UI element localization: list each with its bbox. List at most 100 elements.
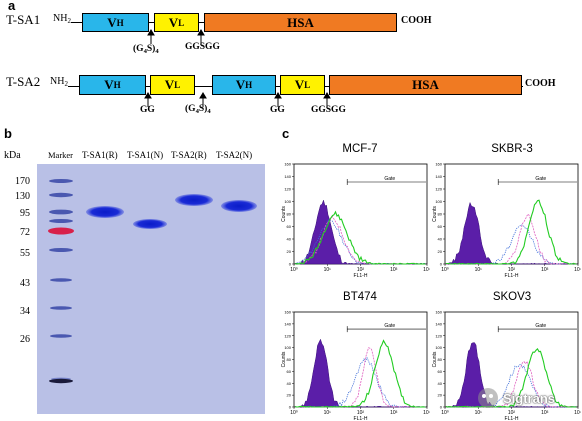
green-histogram	[445, 199, 577, 265]
y-tick-label: 40	[287, 237, 292, 242]
gate-label: Gate	[535, 323, 546, 329]
panel-a-letter: a	[8, 0, 16, 13]
control-histogram	[295, 338, 426, 408]
facs-histogram-bt474: Counts 0 20 40 60 80 100 120 140 160 10⁰ 10¹ 10² 10³ 1…	[281, 310, 430, 421]
c-terminus-t-sa1: COOH	[401, 15, 432, 26]
x-tick-label: 10¹	[324, 267, 332, 273]
y-tick-label: 100	[284, 199, 291, 204]
x-tick-label: 10⁴	[423, 410, 430, 416]
linker-arrows-t-sa1	[147, 29, 205, 44]
hsa-domain-t-sa2: HSA	[329, 75, 522, 95]
x-tick-label: 10²	[357, 267, 365, 273]
kda-unit-label: kDa	[4, 150, 21, 161]
lane-label-marker: Marker	[48, 150, 74, 160]
y-tick-label: 140	[284, 321, 291, 326]
linker-label-gg2-t-sa2: GG	[270, 105, 285, 115]
facs-title-bt474: BT474	[343, 291, 377, 303]
x-axis-label: FL1-H	[354, 416, 368, 421]
x-tick-label: 10³	[541, 410, 549, 416]
y-axis-label: Counts	[432, 351, 438, 367]
y-tick-label: 160	[284, 162, 291, 167]
x-tick-label: 10⁴	[574, 267, 581, 273]
linker-arrows-t-sa2	[144, 92, 331, 107]
x-tick-label: 10⁰	[290, 410, 298, 416]
x-tick-label: 10⁰	[290, 267, 298, 273]
gate-label: Gate	[384, 323, 395, 329]
y-tick-label: 20	[287, 249, 292, 254]
y-tick-label: 60	[287, 369, 292, 374]
n-terminus-t-sa1: NH2	[53, 13, 71, 25]
lane-label-t-sa2-n: T-SA2(N)	[216, 150, 253, 160]
y-tick-label: 0	[289, 262, 292, 267]
x-tick-label: 10³	[390, 410, 398, 416]
y-tick-label: 0	[289, 405, 292, 410]
band-t-sa1-n	[133, 219, 167, 229]
x-tick-label: 10³	[390, 267, 398, 273]
green-histogram	[294, 339, 426, 408]
y-tick-label: 120	[284, 187, 291, 192]
x-tick-label: 10⁰	[441, 410, 449, 416]
lane-label-t-sa1-r: T-SA1(R)	[82, 150, 118, 160]
gate-label: Gate	[535, 176, 546, 182]
green-histogram	[294, 210, 426, 265]
y-tick-label: 120	[435, 333, 442, 338]
y-tick-label: 80	[287, 357, 292, 362]
x-axis-label: FL1-H	[505, 273, 519, 278]
linker-label-g4s4-t-sa1: (G4S)4	[133, 44, 159, 55]
kda-55: 55	[20, 248, 30, 259]
green-histogram	[445, 348, 577, 408]
x-tick-label: 10¹	[475, 410, 483, 416]
y-tick-label: 140	[284, 174, 291, 179]
kda-72: 72	[20, 227, 30, 238]
n-terminus-t-sa2: NH2	[50, 76, 68, 88]
linker-label-g4s4-t-sa2: (G4S)4	[185, 104, 211, 115]
y-tick-label: 160	[284, 310, 291, 315]
y-tick-label: 20	[438, 249, 443, 254]
kda-170: 170	[15, 176, 30, 187]
gate-label: Gate	[384, 176, 395, 182]
magenta-dashed-histogram	[295, 216, 426, 265]
band-t-sa2-r	[175, 194, 213, 206]
x-tick-label: 10⁴	[423, 267, 430, 273]
y-tick-label: 140	[435, 174, 442, 179]
y-tick-label: 60	[438, 369, 443, 374]
panel-c-letter: c	[282, 126, 290, 141]
x-tick-label: 10³	[541, 267, 549, 273]
y-tick-label: 80	[438, 357, 443, 362]
watermark-text: Sigtrans	[503, 390, 556, 406]
linker-label-gg1-t-sa2: GG	[140, 105, 155, 115]
facs-histogram-skov3: Counts 0 20 40 60 80 100 120 140 160 10⁰ 10¹ 10² 10³ 1…	[432, 310, 581, 421]
y-axis-label: Counts	[281, 351, 287, 367]
y-tick-label: 40	[438, 381, 443, 386]
x-tick-label: 10²	[357, 410, 365, 416]
lane-label-t-sa2-r: T-SA2(R)	[171, 150, 207, 160]
y-axis-label: Counts	[281, 206, 287, 222]
x-tick-label: 10²	[508, 267, 516, 273]
kda-43: 43	[20, 278, 30, 289]
kda-26: 26	[20, 334, 30, 345]
x-tick-label: 10²	[508, 410, 516, 416]
x-tick-label: 10¹	[324, 410, 332, 416]
panel-b-letter: b	[4, 126, 12, 141]
facs-histogram-mcf-7: Counts 0 20 40 60 80 100 120 140 160 10⁰ 10¹ 10² 10³ 1…	[281, 162, 430, 279]
y-axis-label: Counts	[432, 206, 438, 222]
wechat-icon	[478, 388, 498, 408]
c-terminus-t-sa2: COOH	[525, 78, 556, 89]
band-t-sa2-n	[221, 200, 257, 212]
hsa-domain-t-sa1: HSA	[204, 13, 397, 32]
kda-95: 95	[20, 208, 30, 219]
marker-red-band	[48, 227, 74, 235]
lane-label-t-sa1-n: T-SA1(N)	[127, 150, 164, 160]
construct-name-t-sa2: T-SA2	[6, 74, 41, 89]
facs-histogram-skbr-3: Counts 0 20 40 60 80 100 120 140 160 10⁰ 10¹ 10² 10³ 1…	[432, 162, 581, 279]
facs-title-mcf-7: MCF-7	[342, 143, 378, 155]
x-axis-label: FL1-H	[354, 273, 368, 278]
linker-label-ggsgg-t-sa1: GGSGG	[185, 42, 220, 52]
y-tick-label: 100	[284, 345, 291, 350]
x-tick-label: 10¹	[475, 267, 483, 273]
facs-title-skov3: SKOV3	[492, 291, 532, 303]
